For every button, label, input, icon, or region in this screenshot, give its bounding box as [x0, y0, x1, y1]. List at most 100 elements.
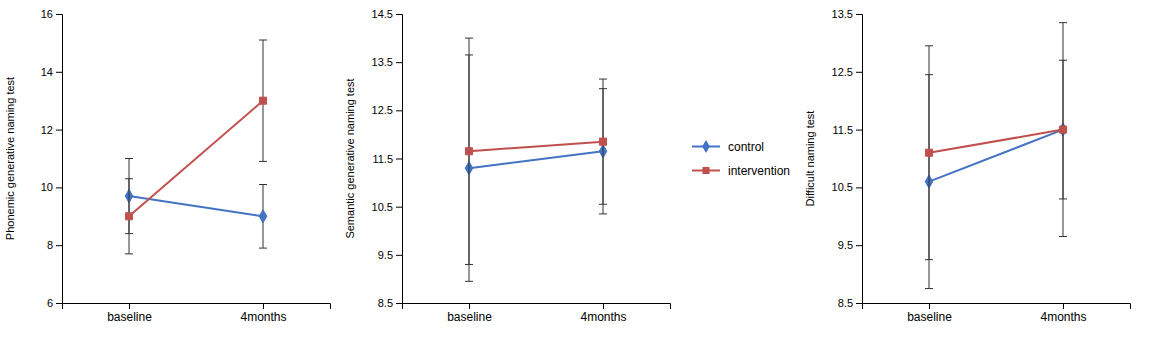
series [125, 159, 267, 249]
tick-mark [469, 303, 470, 309]
tick-label: 13.5 [372, 56, 393, 68]
line [929, 130, 1063, 153]
tick: 6 [47, 297, 62, 309]
axis-line [863, 304, 1131, 310]
plot-area [465, 38, 607, 281]
point [259, 97, 266, 104]
error-bar [925, 46, 933, 260]
line [929, 130, 1063, 182]
tick-mark [396, 303, 402, 304]
tick-label: 8.5 [378, 297, 393, 309]
axis-title: Phonemic generative naming test [4, 77, 16, 240]
tick-label: 11.5 [832, 124, 853, 136]
chart: 6 8 10 12 14 16 baseline 4months Phonemic genera… [0, 0, 1154, 343]
series [925, 60, 1067, 288]
tick-mark [396, 159, 402, 160]
tick-mark [396, 62, 402, 63]
tick-label: 10.5 [832, 181, 853, 193]
point [599, 138, 606, 145]
tick-label: 12.5 [832, 66, 853, 78]
tick-label: baseline [107, 310, 152, 324]
tick: 10 [41, 181, 62, 193]
tick-mark [856, 72, 862, 73]
tick-mark [396, 207, 402, 208]
point [465, 148, 472, 155]
tick-mark [856, 187, 862, 188]
legend: control intervention [692, 140, 790, 178]
y-axis: 8.5 9.5 10.5 11.5 12.5 13.5 14.5 [372, 8, 403, 309]
tick-mark [856, 14, 862, 15]
tick-label: 12.5 [372, 104, 393, 116]
tick: 13.5 [372, 56, 402, 68]
tick-label: 4months [580, 310, 626, 324]
tick-label: 9.5 [838, 239, 853, 251]
tick-mark [856, 245, 862, 246]
axis-title: Semantic generative naming test [344, 78, 356, 238]
tick-label: 14 [41, 66, 53, 78]
axis-line [56, 15, 63, 304]
tick: 12.5 [832, 66, 862, 78]
tick-mark [396, 110, 402, 111]
tick-mark [56, 303, 62, 304]
panel: 6 8 10 12 14 16 baseline4months Phonemic genera… [4, 8, 331, 324]
legend-label: intervention [728, 164, 790, 178]
tick-mark [396, 255, 402, 256]
point [925, 149, 932, 156]
series [465, 55, 607, 281]
x-axis: baseline 4months [403, 303, 671, 324]
plot-area [125, 40, 267, 254]
tick: 16 [41, 8, 62, 20]
tick: 14 [41, 66, 62, 78]
tick-mark [929, 303, 930, 309]
legend-marker [702, 167, 709, 174]
tick-label: 8.5 [838, 297, 853, 309]
point [125, 213, 132, 220]
x-axis: baseline 4months [863, 303, 1131, 324]
tick: baseline [447, 303, 492, 324]
line [129, 101, 263, 217]
tick: 12 [41, 124, 62, 136]
tick: 8.5 [838, 297, 862, 309]
point [1059, 126, 1066, 133]
legend-marker [702, 140, 710, 153]
tick: 14.5 [372, 8, 402, 20]
tick-label: 12 [41, 124, 53, 136]
tick: 4months [580, 303, 626, 324]
tick-label: 4months [1040, 310, 1086, 324]
tick: 8 [47, 239, 62, 251]
tick: baseline [907, 303, 952, 324]
tick: 11.5 [832, 124, 862, 136]
legend-item: control [692, 140, 764, 154]
tick: 10.5 [372, 201, 402, 213]
series [465, 38, 607, 264]
error-bar [465, 38, 473, 264]
axis-line [403, 304, 671, 310]
tick: 4months [1040, 303, 1086, 324]
tick-label: 16 [41, 8, 53, 20]
axis-title: Difficult naming test [804, 111, 816, 207]
tick: 13.5 [832, 8, 862, 20]
x-axis: baseline4months [63, 303, 331, 324]
y-axis: 8.5 9.5 10.5 11.5 12.5 13.5 [832, 8, 863, 309]
tick-mark [856, 130, 862, 131]
panel: 8.5 9.5 10.5 11.5 12.5 13.5 14.5 baseline 4month… [344, 8, 790, 324]
tick-mark [129, 303, 130, 309]
tick-label: 9.5 [378, 249, 393, 261]
error-bar [125, 179, 133, 254]
line [469, 142, 603, 152]
tick-label: 8 [47, 239, 53, 251]
tick: baseline [107, 303, 152, 324]
error-bar [599, 79, 607, 204]
y-axis: 6 8 10 12 14 16 [41, 8, 63, 309]
tick: 10.5 [832, 181, 862, 193]
tick-label: 11.5 [372, 153, 393, 165]
tick: 11.5 [372, 153, 402, 165]
axis-line [856, 15, 863, 304]
tick-label: 6 [47, 297, 53, 309]
series [925, 23, 1067, 260]
tick-mark [1063, 303, 1064, 309]
tick-mark [603, 303, 604, 309]
error-bar [259, 40, 267, 161]
tick-label: 10 [41, 181, 53, 193]
point [259, 210, 267, 223]
